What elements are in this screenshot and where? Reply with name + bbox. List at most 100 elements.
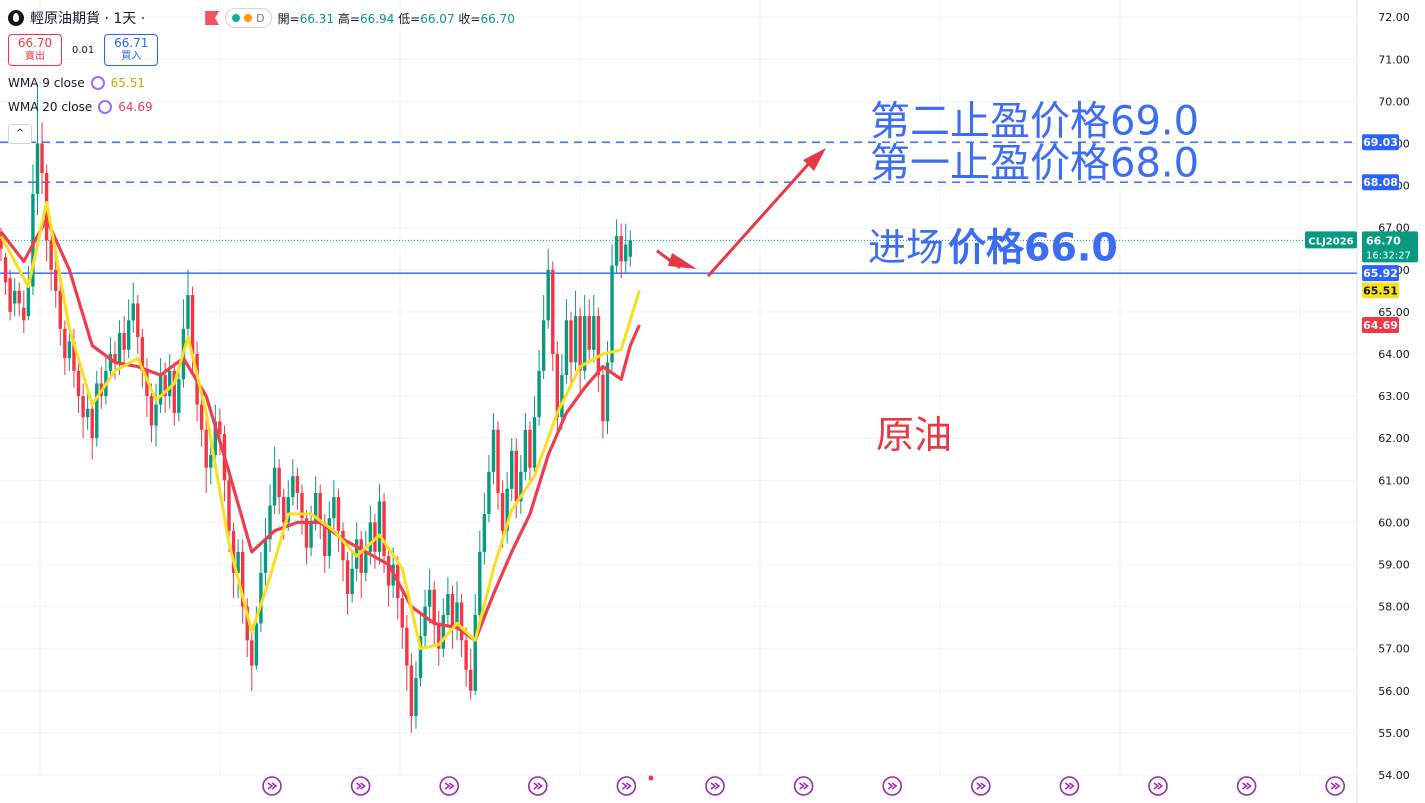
annotation-arrows [656, 148, 826, 278]
pill-label: D [256, 11, 265, 25]
candle-body [587, 316, 591, 350]
sell-button[interactable]: 66.70 賣出 [8, 34, 62, 66]
candle-body [286, 497, 290, 523]
candle-body [35, 143, 40, 195]
candle-body [446, 593, 450, 616]
candle-body [377, 501, 382, 552]
candle-body [81, 396, 85, 418]
candle-body [601, 375, 605, 422]
annotation-text: 原油 [876, 413, 952, 457]
event-marker-arrow [444, 782, 455, 790]
candle-body [373, 522, 377, 552]
candle-body [473, 615, 477, 691]
candle-body [22, 307, 26, 321]
price-lines [0, 141, 1357, 274]
candle-body [227, 480, 231, 531]
oil-drop-icon [8, 10, 24, 26]
candle-body [218, 421, 222, 434]
candle-body [190, 295, 195, 354]
collapse-legend-button[interactable]: ^ [8, 124, 32, 144]
candle-body [263, 539, 268, 573]
candle-body [272, 467, 277, 506]
ma-badge-bg [1362, 316, 1399, 333]
candle-body [145, 370, 149, 397]
candle-body [90, 408, 94, 439]
candle-body [555, 354, 560, 418]
candle-body [532, 417, 537, 468]
buy-button[interactable]: 66.71 買入 [104, 34, 159, 66]
candle-body [491, 429, 496, 472]
candle-body [610, 265, 614, 363]
candle-body [323, 522, 327, 557]
refresh-icon[interactable] [90, 76, 105, 90]
candle-body [254, 623, 259, 666]
candle-body [168, 370, 172, 397]
ma-badge: 64.69 [1363, 319, 1398, 332]
buy-price: 66.71 [114, 36, 149, 50]
candle-body [400, 598, 404, 628]
arrow-head [668, 253, 697, 269]
refresh-icon[interactable] [98, 100, 113, 114]
axis-tick-label: 60.00 [1378, 516, 1410, 529]
event-marker-arrow [1242, 782, 1252, 790]
candle-body [31, 194, 35, 287]
candle-body [3, 257, 8, 283]
data-status-dot-icon [244, 14, 253, 22]
candle-body [300, 492, 304, 519]
low-value: 66.07 [420, 11, 455, 26]
candle-body [282, 497, 286, 523]
candle-body [336, 497, 341, 531]
candle-body [163, 375, 167, 397]
candle-body [541, 320, 546, 371]
symbol-title[interactable]: 輕原油期貨 · 1天 · [30, 11, 146, 27]
indicator-wma20[interactable]: WMA 20 close 64.69 [8, 100, 153, 114]
axis-tick-label: 70.00 [1378, 95, 1410, 108]
candle-body [423, 606, 427, 637]
candle-body [8, 278, 12, 312]
arrow-head [803, 148, 826, 171]
candle-body [500, 492, 505, 531]
candle-body [432, 589, 436, 624]
symbol-badge-bg [1305, 231, 1357, 249]
price-line-badge-bg [1362, 265, 1399, 282]
axis-tick-label: 57.00 [1378, 643, 1410, 656]
candle-body [236, 551, 240, 573]
high-value: 66.94 [359, 11, 395, 26]
candle-body [596, 316, 601, 376]
flag-icon[interactable] [205, 11, 220, 25]
moving-averages [0, 200, 641, 651]
event-marker-arrow [533, 782, 544, 790]
candle-body [573, 316, 578, 363]
candle-body [341, 530, 345, 561]
candle-body [578, 316, 582, 371]
event-marker-arrow [621, 782, 632, 790]
trade-buttons: 66.70 賣出 0.01 66.71 買入 [8, 34, 159, 66]
candle-body [528, 429, 532, 468]
candle-body [519, 471, 523, 502]
wma20-line [0, 217, 641, 642]
candle-body [313, 492, 318, 523]
event-marker-arrow [976, 782, 987, 790]
candle-body [345, 560, 350, 594]
market-status-pill[interactable]: D [225, 8, 272, 28]
candle-body [49, 240, 53, 270]
indicator-value: 65.51 [110, 76, 145, 90]
event-alert-dot [648, 775, 654, 781]
candle-body [450, 593, 455, 628]
axis-tick-label: 55.00 [1378, 727, 1410, 740]
axis-badges: 69.03 68.08 65.92 65.51 64.69 CLJ2026 66.70 16:… [1305, 134, 1418, 333]
indicator-wma9[interactable]: WMA 9 close 65.51 [8, 76, 145, 90]
candle-body [245, 606, 249, 641]
candle-body [113, 354, 117, 363]
candle-body [409, 665, 414, 717]
price-axis[interactable]: 72.0071.0070.0069.0068.0067.0066.0065.00… [1378, 11, 1410, 782]
candle-body [250, 640, 254, 666]
candle-body [546, 269, 550, 321]
candle-body [240, 551, 245, 607]
candle-body [295, 476, 300, 493]
candle-body [464, 640, 468, 670]
candle-body [624, 244, 628, 262]
candle-body [199, 404, 204, 430]
